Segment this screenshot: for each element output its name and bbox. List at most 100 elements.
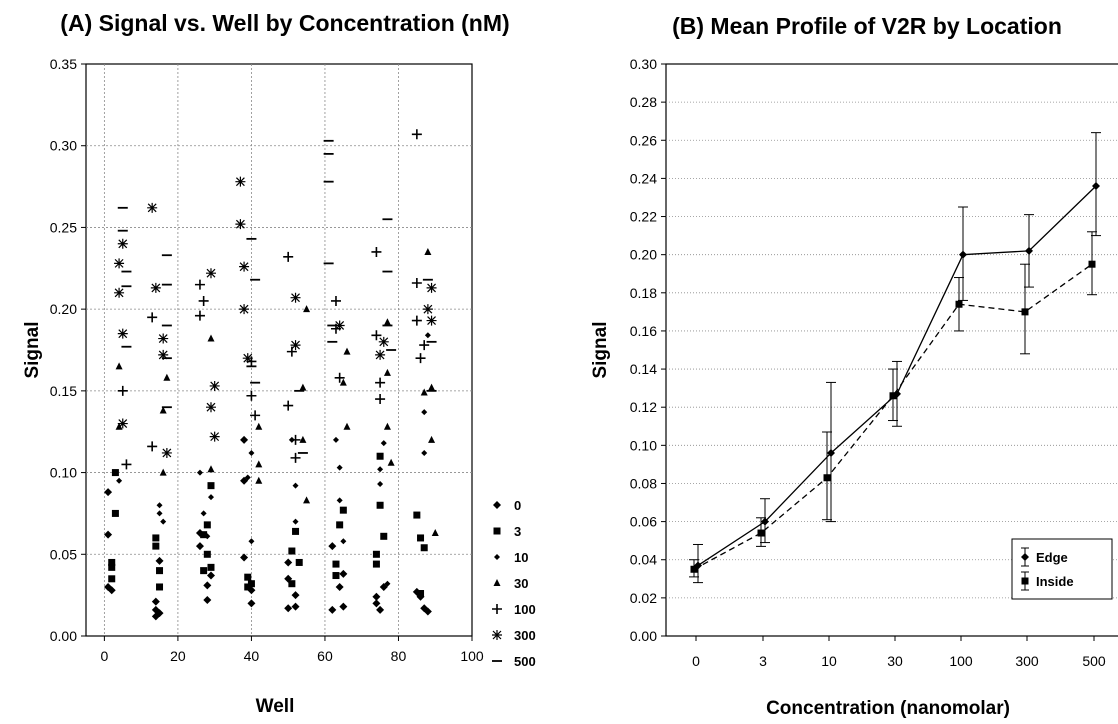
chart-a-point xyxy=(205,402,216,413)
chart-b-ytick-label: 0.14 xyxy=(630,361,657,377)
chart-a-point xyxy=(209,380,220,391)
chart-a-point xyxy=(339,569,348,578)
chart-a-point xyxy=(248,538,255,545)
chart-b-ytick-label: 0.24 xyxy=(630,170,657,186)
chart-a-point xyxy=(328,605,337,614)
chart-a-point xyxy=(158,333,169,344)
chart-a-plot-area xyxy=(85,63,473,637)
chart-b-title: (B) Mean Profile of V2R by Location xyxy=(672,13,1062,39)
chart-a-point xyxy=(247,580,255,588)
chart-a-point xyxy=(303,305,311,313)
chart-a-point xyxy=(117,418,128,429)
chart-a-point xyxy=(156,502,163,509)
chart-a-point xyxy=(244,583,252,591)
chart-a-ylabel: Signal xyxy=(22,321,43,378)
chart-a-point xyxy=(121,459,132,470)
chart-a-ytick-label: 0.15 xyxy=(50,383,77,399)
chart-a-point xyxy=(104,488,113,497)
chart-a-point xyxy=(242,353,253,364)
chart-a-point xyxy=(114,258,125,269)
chart-a-point xyxy=(147,202,158,213)
chart-a-point xyxy=(158,349,169,360)
chart-a-point xyxy=(303,496,311,504)
chart-a-point xyxy=(159,468,167,476)
chart-b-ytick-label: 0.04 xyxy=(630,552,657,568)
chart-a-ytick-label: 0.10 xyxy=(50,465,77,481)
chart-b-point xyxy=(1021,308,1029,316)
chart-a: (A) Signal vs. Well by Concentration (nM… xyxy=(22,10,536,717)
chart-a-point xyxy=(371,246,382,257)
chart-a-point xyxy=(240,435,249,444)
chart-a-point xyxy=(422,304,433,315)
chart-a-point xyxy=(194,310,205,321)
chart-a-point xyxy=(411,277,422,288)
chart-a-point xyxy=(107,586,116,595)
chart-a-point xyxy=(239,304,250,315)
chart-a-point xyxy=(332,572,340,580)
chart-a-point xyxy=(378,336,389,347)
chart-a-point xyxy=(161,447,172,458)
chart-a-point xyxy=(336,497,343,504)
chart-b-ytick-label: 0.12 xyxy=(630,399,657,415)
chart-b-legend: Edge Inside xyxy=(1011,538,1113,600)
chart-b-ytick-label: 0.08 xyxy=(630,475,657,491)
chart-b-xtick-label: 100 xyxy=(949,653,973,669)
chart-a-point xyxy=(387,458,395,466)
chart-a-point xyxy=(299,435,307,443)
chart-b-legend-marker xyxy=(1021,553,1029,561)
chart-a-point xyxy=(112,469,119,476)
chart-a-point xyxy=(375,394,386,405)
chart-a-point xyxy=(150,282,161,293)
chart-a-point xyxy=(424,608,431,615)
chart-a-point xyxy=(235,176,246,187)
chart-a-point xyxy=(340,538,347,545)
chart-a-point xyxy=(108,575,116,583)
chart-a-ytick-label: 0.00 xyxy=(50,628,77,644)
chart-a-legend-label: 500 xyxy=(514,654,536,669)
chart-b-point xyxy=(1092,182,1100,191)
chart-a-point xyxy=(292,527,300,535)
chart-a-point xyxy=(240,553,249,562)
chart-a-point xyxy=(371,330,382,341)
chart-a-point xyxy=(235,219,246,230)
chart-a-point xyxy=(299,383,307,391)
chart-b-point xyxy=(1025,246,1033,255)
chart-b-legend-label: Inside xyxy=(1036,574,1074,589)
chart-a-point xyxy=(248,449,255,456)
chart-b-point xyxy=(823,474,831,482)
chart-a-legend-marker xyxy=(492,630,502,640)
chart-a-point xyxy=(291,591,300,600)
chart-a-ytick-label: 0.30 xyxy=(50,138,77,154)
chart-b-series xyxy=(689,132,1101,584)
chart-a-legend-marker xyxy=(493,501,501,509)
chart-a-point xyxy=(291,602,300,611)
chart-a-point xyxy=(415,353,426,364)
chart-a-point xyxy=(283,400,294,411)
chart-b-axes: 0.00 0.02 0.04 0.06 0.08 0.10 0.12 0.14 0.16 0.18… xyxy=(630,56,1106,669)
chart-a-legend: 0 3 10 30 100 300 500 xyxy=(492,498,536,669)
chart-a-point xyxy=(372,550,380,558)
chart-a-point xyxy=(328,542,337,551)
chart-a-point xyxy=(290,434,301,445)
chart-a-point xyxy=(292,518,299,525)
chart-a-point xyxy=(377,481,384,488)
chart-b-ylabel: Signal xyxy=(590,321,611,378)
chart-a-point xyxy=(203,581,212,590)
chart-a-point xyxy=(372,560,380,568)
chart-a-point xyxy=(207,482,215,490)
chart-a-ytick-label: 0.25 xyxy=(50,219,77,235)
chart-b-grid xyxy=(666,101,1118,599)
chart-b-ytick-label: 0.16 xyxy=(630,323,657,339)
chart-a-point xyxy=(377,466,384,473)
chart-a-point xyxy=(206,571,215,580)
chart-b-ytick-label: 0.26 xyxy=(630,132,657,148)
chart-a-point xyxy=(204,533,211,540)
chart-a-ytick-label: 0.05 xyxy=(50,546,77,562)
chart-a-point xyxy=(244,573,252,581)
chart-a-point xyxy=(292,482,299,489)
chart-a-point xyxy=(200,567,208,575)
chart-b-legend-box xyxy=(1011,538,1113,600)
chart-b-xtick-label: 500 xyxy=(1082,653,1106,669)
chart-a-point xyxy=(417,590,425,598)
chart-b-ytick-label: 0.10 xyxy=(630,437,657,453)
